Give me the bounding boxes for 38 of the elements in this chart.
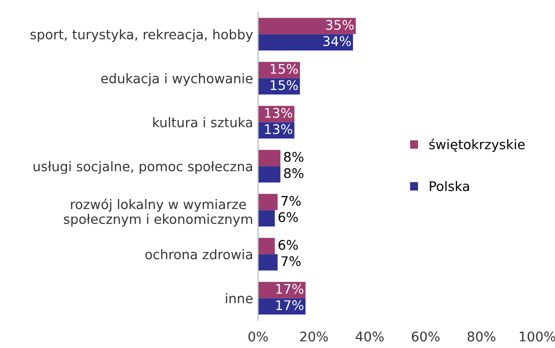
bar bbox=[258, 238, 275, 254]
bar bbox=[258, 210, 275, 226]
data-label: 15% bbox=[270, 64, 298, 74]
x-tick-label: 80% bbox=[468, 332, 496, 342]
data-label: 13% bbox=[265, 124, 292, 134]
data-label: 35% bbox=[326, 20, 354, 30]
data-label: 7% bbox=[281, 256, 301, 266]
bar bbox=[258, 166, 280, 182]
bar bbox=[258, 34, 353, 50]
bar bbox=[258, 194, 278, 210]
y-tick-label: inne bbox=[226, 293, 253, 304]
x-tick-label: 100% bbox=[520, 332, 555, 342]
y-tick-label: kultura i sztuka bbox=[153, 117, 252, 128]
data-label: 34% bbox=[323, 36, 351, 46]
x-tick-label: 60% bbox=[412, 332, 440, 342]
y-tick-label: ochrona zdrowia bbox=[145, 249, 252, 260]
bar bbox=[258, 254, 278, 270]
data-label: 13% bbox=[265, 108, 292, 118]
data-label: 7% bbox=[281, 196, 301, 206]
data-label: 6% bbox=[278, 240, 298, 250]
y-tick-label: usługi socjalne, pomoc społeczna bbox=[34, 161, 252, 174]
legend-label: Polska bbox=[430, 180, 469, 192]
y-tick-label: edukacja i wychowanie bbox=[101, 73, 253, 86]
x-tick-label: 0% bbox=[248, 332, 268, 342]
data-label: 15% bbox=[270, 80, 298, 90]
bar bbox=[258, 298, 306, 314]
data-label: 8% bbox=[284, 168, 304, 178]
data-label: 8% bbox=[284, 152, 304, 162]
bar bbox=[258, 150, 280, 166]
y-tick-label: rozwój lokalny w wymiarze społecznym i ekonomicznym bbox=[64, 198, 252, 227]
data-label: 17% bbox=[276, 284, 304, 294]
data-label: 17% bbox=[276, 300, 304, 310]
x-tick-label: 20% bbox=[300, 332, 328, 342]
bar bbox=[258, 18, 356, 34]
x-tick-label: 40% bbox=[356, 332, 384, 342]
data-label: 6% bbox=[278, 212, 298, 222]
y-tick-label: sport, turystyka, rekreacja, hobby bbox=[30, 29, 253, 42]
legend-label: świętokrzyskie bbox=[429, 138, 525, 152]
